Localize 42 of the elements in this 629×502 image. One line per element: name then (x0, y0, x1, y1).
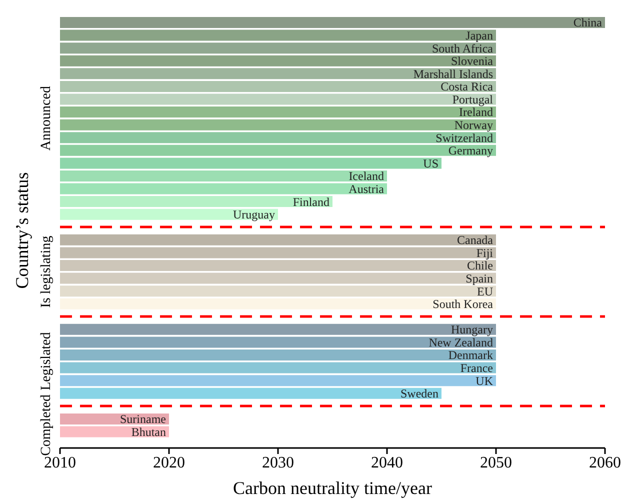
y-tick-label: EU (477, 284, 494, 298)
y-tick-label: Slovenia (451, 54, 494, 68)
y-tick-label: Chile (467, 258, 493, 273)
y-tick-label: China (573, 16, 603, 30)
y-tick-label: Hungary (451, 322, 493, 337)
y-tick-label: Canada (457, 233, 494, 248)
y-tick-label: Ireland (459, 105, 493, 120)
y-tick-label: Costa Rica (440, 80, 494, 94)
y-tick-label: Portugal (452, 92, 494, 106)
text: Is legislating (39, 236, 54, 308)
y-tick-label: Marshall Islands (413, 66, 494, 81)
y-tick-label: Bhutan (131, 424, 166, 439)
y-tick-label: Denmark (448, 348, 493, 362)
y-tick-label: New Zealand (428, 335, 493, 350)
text: Announced (39, 86, 54, 151)
x-tick-label: 2030 (262, 454, 294, 472)
y-tick-label: Japan (466, 28, 493, 43)
x-tick-label: 2010 (44, 454, 76, 472)
y-tick-label: Finland (292, 194, 330, 209)
y-tick-label: France (460, 360, 493, 375)
y-tick-label: Norway (454, 118, 493, 132)
text: Completed (39, 394, 54, 456)
y-tick-label: South Korea (432, 297, 494, 312)
y-tick-label: Fiji (476, 246, 494, 260)
y-tick-label: UK (476, 374, 494, 388)
y-tick-label: Austria (348, 182, 385, 196)
x-tick-label: 2050 (480, 454, 512, 472)
y-tick-label: Iceland (348, 169, 384, 184)
y-tick-label: Switzerland (436, 130, 493, 145)
y-tick-label: South Africa (432, 41, 494, 56)
text: Legislated (39, 332, 54, 390)
y-tick-label: Sweden (400, 386, 438, 401)
y-tick-label: Spain (466, 271, 493, 286)
x-tick-label: 2040 (371, 454, 403, 472)
x-tick-label: 2060 (589, 454, 621, 472)
y-tick-label: Suriname (120, 412, 166, 426)
y-tick-label: Uruguay (233, 208, 275, 222)
y-axis-title: Country’s status (12, 172, 32, 289)
x-tick-label: 2020 (153, 454, 185, 472)
x-axis-title: Carbon neutrality time/year (233, 478, 432, 498)
y-tick-label: US (423, 156, 438, 170)
y-tick-label: Germany (448, 144, 493, 158)
